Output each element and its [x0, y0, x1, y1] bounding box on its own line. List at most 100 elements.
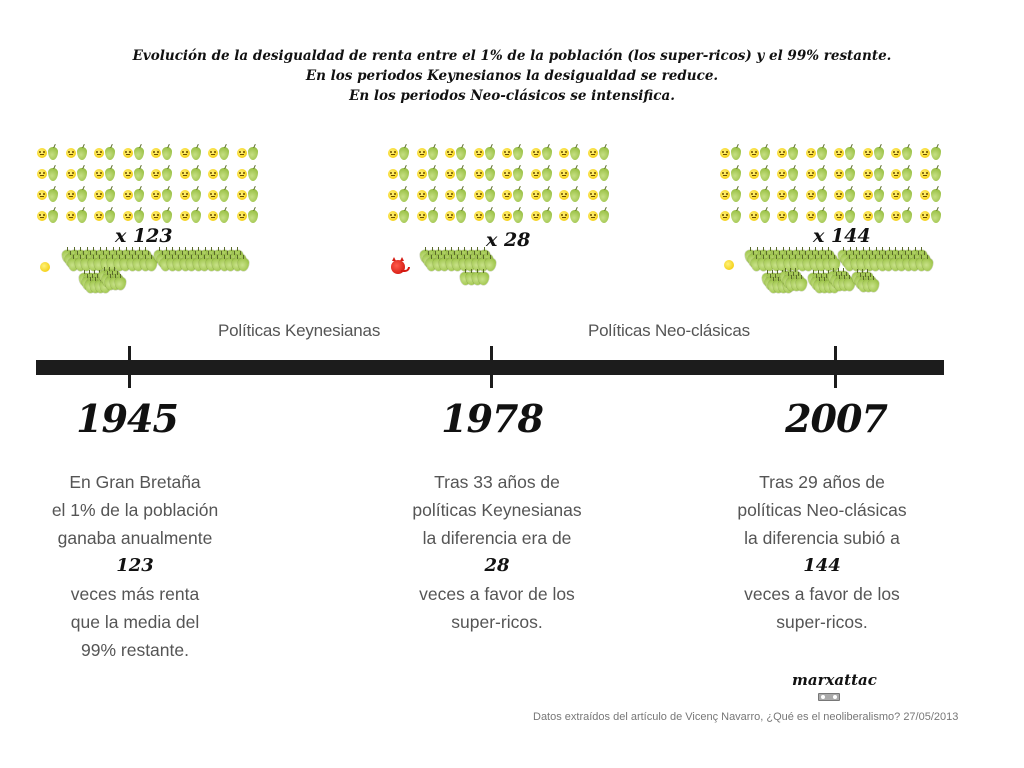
pear-icon [788, 147, 798, 160]
worried-face-icon [559, 211, 569, 221]
pear-icon [219, 147, 229, 160]
pear-icon [87, 255, 99, 271]
pear-icon [126, 255, 138, 271]
worried-face-icon [94, 211, 104, 221]
highlighted-ratio: 123 [116, 555, 154, 576]
pear-icon [513, 189, 523, 202]
pear-icon [76, 210, 87, 223]
worried-face-icon [862, 169, 873, 179]
pear-icon [873, 189, 884, 202]
pear-icon [192, 255, 204, 271]
pear-icon [225, 255, 236, 271]
pear-icon [133, 168, 144, 181]
worried-face-icon [37, 190, 47, 200]
person-pear-pair [179, 145, 204, 161]
person-pear-pair [122, 208, 147, 224]
worried-face-icon [416, 190, 427, 200]
person-pear-pair [862, 166, 887, 182]
pear-icon [466, 269, 477, 285]
person-pear-pair [777, 166, 801, 182]
worried-face-icon [530, 211, 541, 221]
person-pear-pair [37, 166, 61, 182]
pear-icon [764, 255, 775, 271]
pear-icon [107, 255, 118, 271]
pear-icon [247, 168, 258, 181]
pear-icon [460, 269, 471, 285]
worried-face-icon [919, 169, 930, 179]
pear-icon [173, 255, 184, 271]
person-pear-pair [388, 166, 412, 182]
person-pear-pair [65, 166, 90, 182]
pear-icon [873, 168, 884, 181]
pear-icon [68, 255, 79, 271]
pear-icon [889, 255, 901, 271]
pear-icon [471, 255, 483, 271]
multiplier-label: x 123 [115, 225, 173, 247]
devil-tail-icon [401, 267, 410, 272]
person-pear-pair [862, 208, 887, 224]
title-line-2: En los periodos Keynesianos la desiguald… [305, 68, 719, 84]
pear-icon [788, 210, 798, 223]
pear-icon [456, 189, 466, 202]
pear-icon [873, 147, 884, 160]
pear-icon [458, 255, 470, 271]
worried-face-icon [473, 169, 484, 179]
person-pear-pair [891, 187, 915, 203]
pear-icon [896, 255, 907, 271]
worried-face-icon [862, 148, 873, 158]
person-pear-pair [122, 166, 147, 182]
person-pear-pair [151, 208, 175, 224]
worried-face-icon [919, 211, 930, 221]
pear-icon [219, 168, 229, 181]
pear-icon [399, 210, 409, 223]
person-pear-pair [208, 145, 232, 161]
pear-icon [873, 210, 884, 223]
pear-icon [190, 189, 201, 202]
person-pear-pair [834, 187, 858, 203]
pear-icon [731, 189, 741, 202]
person-pear-pair [919, 145, 944, 161]
pear-icon [456, 168, 466, 181]
worried-face-icon [179, 169, 190, 179]
person-pear-pair [388, 208, 412, 224]
worried-face-icon [236, 211, 247, 221]
worried-face-icon [587, 148, 598, 158]
person-pear-pair [179, 166, 204, 182]
person-pear-pair [559, 166, 583, 182]
pear-icon [219, 189, 229, 202]
worried-face-icon [587, 190, 598, 200]
person-pear-pair [416, 187, 441, 203]
person-pear-pair [805, 187, 830, 203]
person-pear-pair [862, 145, 887, 161]
person-pear-pair [65, 208, 90, 224]
person-pear-pair [720, 208, 744, 224]
pear-icon [218, 255, 230, 271]
person-pear-pair [37, 145, 61, 161]
pear-icon [105, 168, 115, 181]
pear-icon [74, 255, 86, 271]
worried-face-icon [530, 148, 541, 158]
worried-face-icon [862, 211, 873, 221]
pear-icon [439, 255, 450, 271]
pear-icon [199, 255, 210, 271]
pear-icon [115, 274, 126, 290]
pear-icon [816, 189, 827, 202]
pear-icon [570, 168, 580, 181]
worried-face-icon [559, 169, 569, 179]
highlighted-ratio: 144 [803, 555, 841, 576]
worried-face-icon [777, 190, 787, 200]
pear-icon [105, 210, 115, 223]
person-pear-pair [473, 145, 498, 161]
worried-face-icon [94, 169, 104, 179]
smiley-face-icon [40, 262, 50, 272]
person-pear-pair [834, 145, 858, 161]
worried-face-icon [208, 211, 218, 221]
infographic-title: Evolución de la desigualdad de renta ent… [0, 46, 1024, 106]
pear-icon [133, 255, 144, 271]
person-pear-pair [502, 187, 526, 203]
pear-icon [105, 189, 115, 202]
person-pear-pair [862, 187, 887, 203]
pear-icon [247, 147, 258, 160]
worried-face-icon [473, 190, 484, 200]
worried-face-icon [388, 169, 398, 179]
